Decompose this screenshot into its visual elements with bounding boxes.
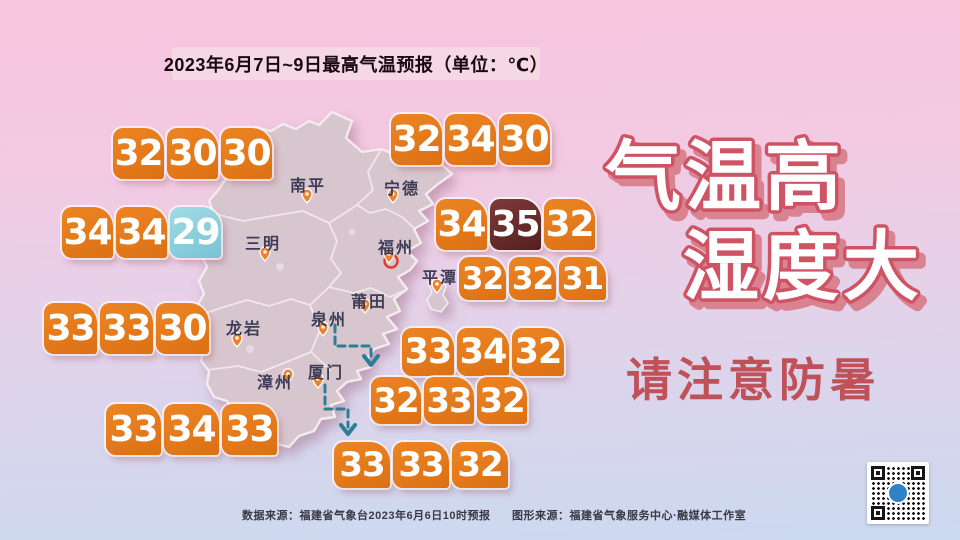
- temp-box: 32: [477, 377, 527, 424]
- wind-arrow-1-head: [362, 354, 380, 367]
- heat-warning-text: 请注意防暑: [626, 354, 881, 406]
- qr-finder-icon: [871, 506, 885, 520]
- temp-box: 30: [499, 114, 550, 165]
- temp-box: 34: [445, 114, 496, 165]
- qr-center-logo-icon: [887, 482, 909, 504]
- temp-box: 34: [457, 328, 509, 376]
- prefecture-borders: [196, 149, 415, 373]
- temp-box-very-hot: 35: [490, 199, 541, 250]
- temp-box-cool: 29: [170, 207, 221, 258]
- temp-box: 32: [452, 442, 508, 488]
- city-label-fuzhou: 福州: [377, 240, 415, 257]
- city-label-xiamen: 厦门: [307, 365, 345, 382]
- city-label-quanzhou: 泉州: [310, 312, 348, 329]
- slogan-line1-shadow: 气温高: [611, 142, 851, 227]
- qr-code: [867, 462, 929, 524]
- temp-box: 33: [106, 404, 161, 455]
- temp-group-south-coast: 33 33 32: [334, 442, 508, 488]
- temp-box: 30: [156, 303, 209, 354]
- qr-finder-icon: [911, 466, 925, 480]
- temp-box: 32: [512, 328, 564, 376]
- temp-group-west: 34 34 29: [62, 207, 221, 258]
- temp-group-xiamen: 32 33 32: [371, 377, 527, 424]
- temp-box: 32: [459, 257, 506, 300]
- city-label-longyan: 龙岩: [225, 321, 263, 338]
- city-label-pingtan: 平潭: [421, 270, 459, 287]
- temp-box: 34: [164, 404, 219, 455]
- temp-box: 32: [113, 128, 164, 179]
- graphic-source-credit: 图形来源：福建省气象服务中心·融媒体工作室: [512, 510, 747, 522]
- temp-box: 33: [402, 328, 454, 376]
- city-label-sanming: 三明: [244, 236, 282, 253]
- temp-group-northeast: 32 34 30: [391, 114, 550, 165]
- temp-box: 34: [62, 207, 113, 258]
- temp-box: 33: [334, 442, 390, 488]
- city-label-ningde: 宁德: [383, 181, 421, 198]
- temp-group-zhangzhou: 33 34 33: [106, 404, 277, 455]
- page-title: 2023年6月7日~9日最高气温预报（单位：℃）: [164, 47, 548, 80]
- temp-box: 30: [221, 128, 272, 179]
- temp-group-pingtan: 32 32 31: [459, 257, 606, 300]
- temp-group-longyan: 33 33 30: [44, 303, 209, 354]
- temp-box: 32: [509, 257, 556, 300]
- slogan-line2: 湿度大: [683, 225, 923, 310]
- slogan-line2-shadow: 湿度大: [689, 232, 929, 317]
- temp-box: 31: [559, 257, 606, 300]
- city-label-nanping: 南平: [289, 178, 327, 195]
- temp-box: 33: [393, 442, 449, 488]
- qr-finder-icon: [871, 466, 885, 480]
- city-label-zhangzhou: 漳州: [256, 375, 294, 392]
- temp-box: 33: [222, 404, 277, 455]
- temp-box: 33: [100, 303, 153, 354]
- wind-arrow-2: [323, 383, 350, 429]
- slogan-line1: 气温高: [605, 135, 845, 220]
- temp-box: 34: [116, 207, 167, 258]
- temp-box: 34: [436, 199, 487, 250]
- wind-arrows: [323, 323, 380, 436]
- temp-group-fuzhou: 34 35 32: [436, 199, 595, 250]
- temp-box: 32: [544, 199, 595, 250]
- temp-group-quanzhou: 33 34 32: [402, 328, 564, 376]
- temp-box: 32: [391, 114, 442, 165]
- city-label-putian: 莆田: [350, 294, 388, 311]
- temp-group-northwest: 32 30 30: [113, 128, 272, 179]
- temp-box: 32: [371, 377, 421, 424]
- temp-box: 33: [44, 303, 97, 354]
- wind-arrow-2-head: [339, 423, 357, 436]
- data-source-credit: 数据来源：福建省气象台2023年6月6日10时预报: [242, 510, 491, 522]
- wind-arrow-1: [333, 323, 373, 360]
- temp-box: 33: [424, 377, 474, 424]
- slogan: 气温高 气温高 湿度大 湿度大: [602, 132, 930, 322]
- temp-box: 30: [167, 128, 218, 179]
